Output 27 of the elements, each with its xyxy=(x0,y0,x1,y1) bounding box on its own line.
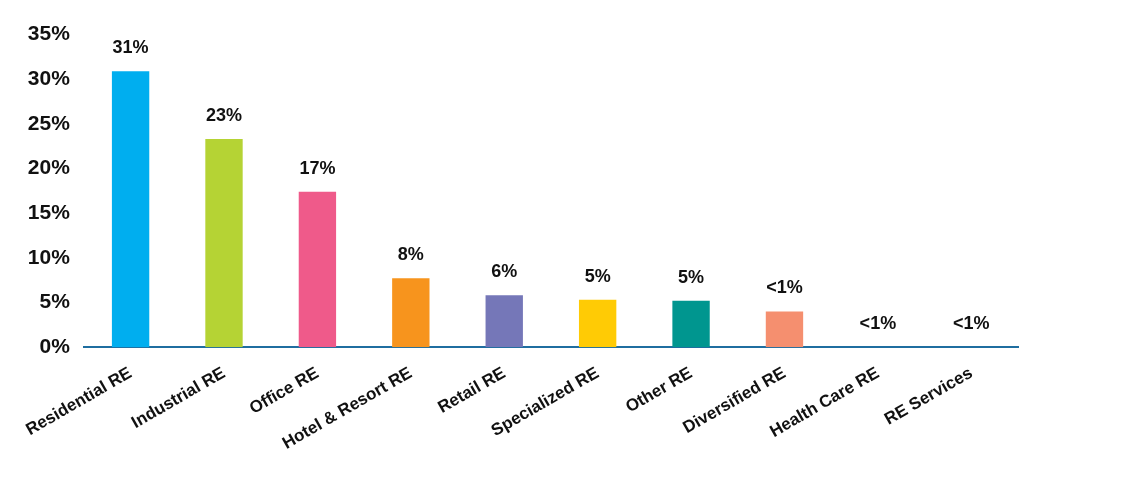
data-label: <1% xyxy=(766,277,803,298)
bar xyxy=(205,139,243,348)
bar xyxy=(298,191,337,348)
y-tick-label: 0% xyxy=(39,333,71,357)
data-label: <1% xyxy=(953,313,990,334)
data-label: <1% xyxy=(859,313,897,334)
bar xyxy=(672,300,710,348)
data-label: 31% xyxy=(112,37,149,58)
x-tick-label: Office RE xyxy=(246,363,322,418)
bar xyxy=(485,295,523,348)
bar xyxy=(578,299,617,348)
y-tick-label: 10% xyxy=(27,244,71,268)
data-label: 8% xyxy=(397,244,424,265)
data-label: 6% xyxy=(491,261,518,282)
bar xyxy=(765,311,804,348)
y-tick-label: 15% xyxy=(27,199,71,223)
y-tick-label: 20% xyxy=(27,155,71,179)
y-tick-label: 25% xyxy=(27,110,71,134)
bar xyxy=(392,278,430,348)
data-label: 17% xyxy=(299,157,336,178)
y-tick-label: 5% xyxy=(39,289,71,313)
bar xyxy=(111,71,150,348)
y-tick-label: 30% xyxy=(27,66,71,90)
data-label: 5% xyxy=(678,266,705,287)
data-label: 5% xyxy=(584,265,611,286)
y-tick-label: 35% xyxy=(27,21,71,45)
data-label: 23% xyxy=(205,105,243,126)
